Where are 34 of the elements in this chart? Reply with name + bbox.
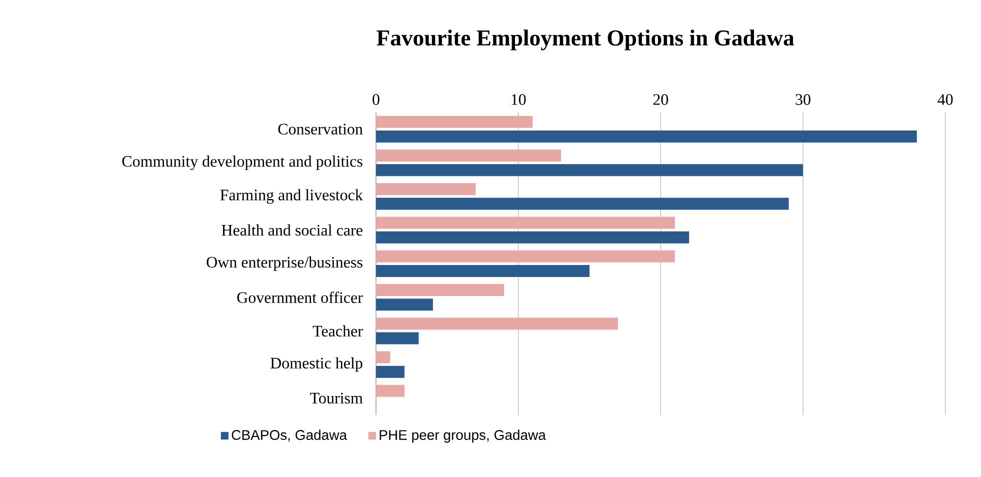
- bar: [376, 198, 789, 210]
- y-tick-label: Own enterprise/business: [206, 256, 362, 271]
- bar: [376, 265, 590, 277]
- y-tick-label: Government officer: [237, 292, 363, 303]
- y-tick-label: Farming and livestock: [220, 189, 363, 204]
- bar: [376, 231, 690, 244]
- bar: [376, 149, 562, 162]
- x-tick-label: 30: [796, 94, 810, 105]
- y-tick-label: Domestic help: [270, 357, 362, 372]
- bar: [376, 366, 404, 378]
- bar: [376, 318, 618, 330]
- bar: [376, 183, 476, 196]
- bar: [376, 250, 675, 262]
- legend-label: PHE peer groups, Gadawa: [380, 430, 546, 443]
- legend-label: CBAPOs, Gadawa: [232, 430, 348, 442]
- y-tick-label: Tourism: [310, 392, 363, 404]
- y-tick-label: Teacher: [312, 325, 363, 337]
- bar: [376, 332, 419, 344]
- bar: [376, 216, 675, 229]
- bar: [376, 164, 803, 176]
- x-tick-label: 20: [653, 94, 668, 105]
- bar: [376, 116, 533, 128]
- y-tick-label: Community development and politics: [122, 156, 362, 170]
- x-tick-label: 0: [372, 94, 380, 105]
- bar: [376, 351, 390, 364]
- chart-title: Favourite Employment Options in Gadawa: [376, 30, 794, 50]
- x-tick-label: 40: [938, 94, 953, 105]
- y-tick-label: Conservation: [278, 124, 363, 135]
- bar: [376, 284, 504, 296]
- x-tick-label: 10: [512, 94, 526, 105]
- bar: [376, 384, 404, 397]
- bar: [376, 130, 917, 142]
- y-tick-label: Health and social care: [222, 224, 362, 236]
- bar: [376, 298, 433, 311]
